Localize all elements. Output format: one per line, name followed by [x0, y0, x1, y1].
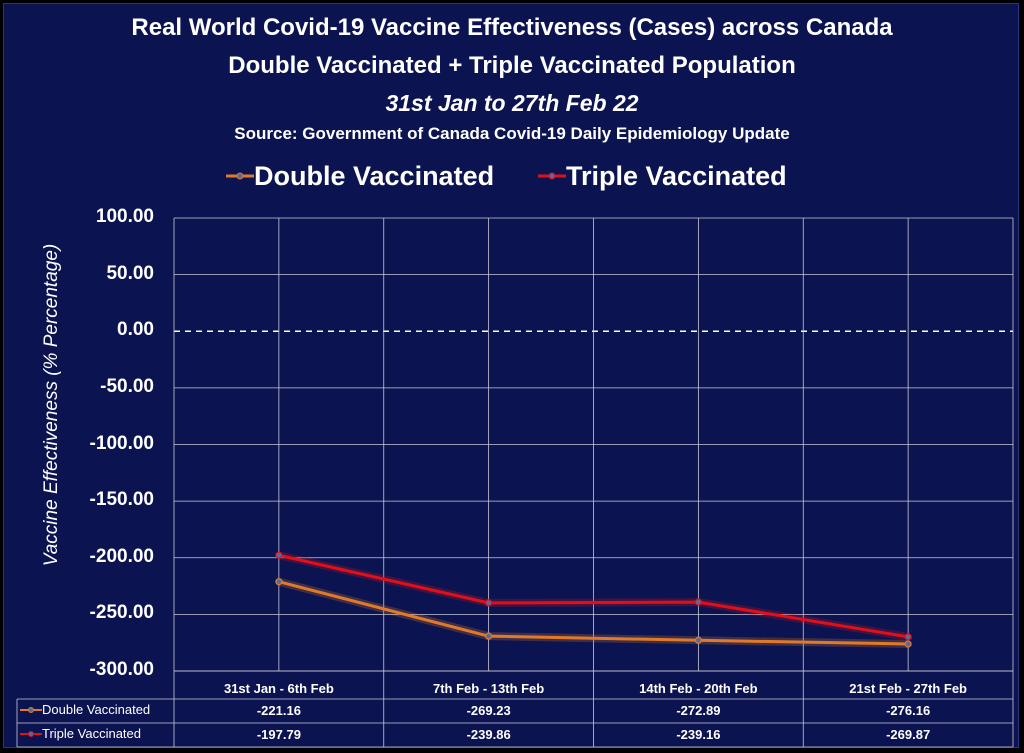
table-row-label: Triple Vaccinated — [20, 726, 141, 741]
legend-item-triple: Triple Vaccinated — [538, 158, 787, 194]
y-tick-label: -250.00 — [89, 602, 154, 624]
table-row-name: Triple Vaccinated — [42, 726, 141, 741]
table-cell: -269.23 — [466, 703, 511, 718]
y-tick-label: -200.00 — [89, 545, 154, 567]
data-point-double — [275, 578, 283, 586]
table-cell: -276.16 — [886, 703, 931, 718]
table-cell: -272.89 — [676, 703, 721, 718]
chart-title: Real World Covid-19 Vaccine Effectivenes… — [131, 14, 893, 41]
chart-background — [3, 3, 1019, 748]
table-cell: -239.86 — [466, 727, 511, 742]
source-note: Source: Government of Canada Covid-19 Da… — [234, 124, 790, 143]
data-point-double — [904, 640, 912, 648]
x-tick-label: 21st Feb - 27th Feb — [849, 681, 967, 696]
y-tick-label: 100.00 — [95, 206, 154, 227]
x-tick-label: 31st Jan - 6th Feb — [223, 681, 334, 696]
legend: Double Vaccinated Triple Vaccinated — [0, 158, 1024, 198]
data-point-triple — [694, 598, 702, 606]
y-tick-label: 0.00 — [117, 319, 154, 341]
table-cell: -269.87 — [886, 727, 931, 742]
table-row-marker — [20, 706, 42, 713]
table-row-marker — [20, 730, 42, 737]
data-point-double — [485, 632, 493, 640]
y-tick-label: 50.00 — [106, 262, 154, 284]
legend-label-triple: Triple Vaccinated — [566, 160, 787, 191]
data-point-double — [694, 636, 702, 644]
data-point-triple — [904, 633, 912, 641]
table-row-name: Double Vaccinated — [42, 702, 151, 717]
y-axis-label: Vaccine Effectiveness (% Percentage) — [41, 243, 62, 567]
table-cell: -239.16 — [676, 727, 721, 742]
y-tick-label: -300.00 — [89, 659, 154, 680]
legend-marker-triple — [538, 172, 566, 180]
legend-label-double: Double Vaccinated — [254, 160, 495, 191]
series-line-double — [278, 580, 909, 646]
y-tick-label: -150.00 — [89, 489, 154, 511]
table-row-label: Double Vaccinated — [20, 702, 150, 717]
x-tick-label: 7th Feb - 13th Feb — [433, 681, 545, 696]
series-line-triple — [278, 553, 909, 639]
y-tick-label: -50.00 — [100, 375, 154, 397]
data-point-triple — [485, 599, 493, 607]
chart-subtitle: Double Vaccinated + Triple Vaccinated Po… — [228, 52, 796, 79]
table-cell: -197.79 — [256, 727, 301, 742]
x-tick-label: 14th Feb - 20th Feb — [639, 681, 758, 696]
table-cell: -221.16 — [256, 703, 301, 718]
date-range: 31st Jan to 27th Feb 22 — [385, 90, 639, 116]
y-tick-label: -100.00 — [89, 432, 154, 454]
legend-marker-double — [226, 172, 254, 180]
data-point-triple — [275, 551, 283, 559]
legend-item-double: Double Vaccinated — [226, 158, 494, 194]
